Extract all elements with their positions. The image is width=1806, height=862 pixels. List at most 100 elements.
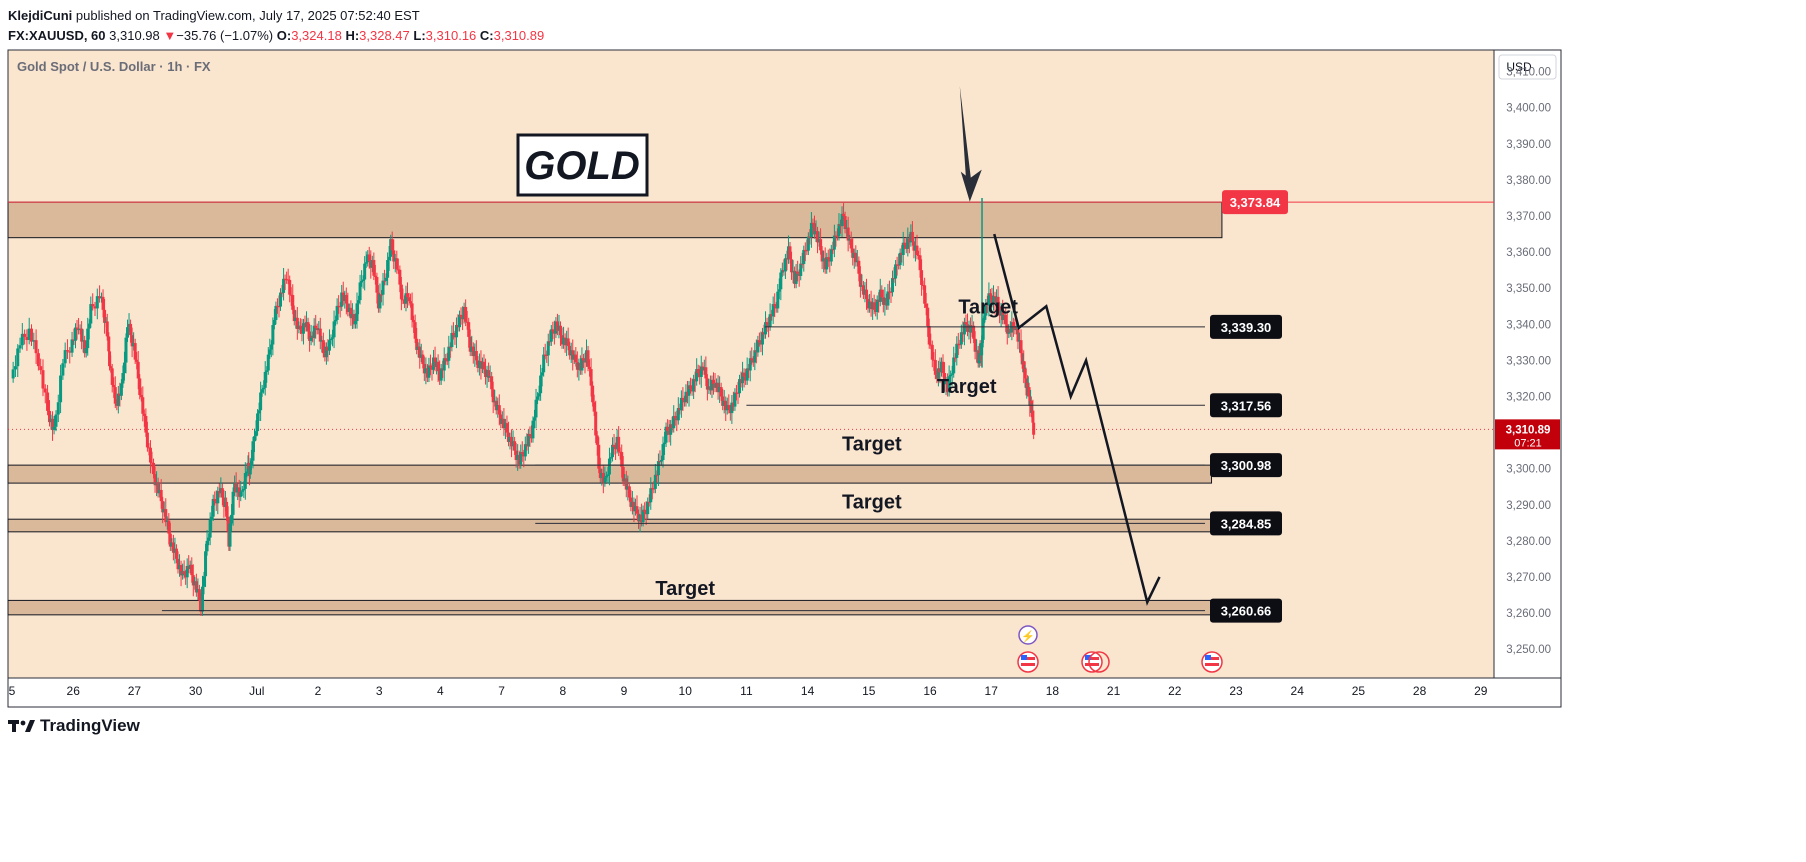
candle bbox=[733, 392, 737, 407]
candle bbox=[193, 581, 197, 586]
candle bbox=[419, 354, 423, 358]
candle bbox=[670, 424, 674, 429]
candle bbox=[741, 372, 745, 384]
candle bbox=[51, 418, 55, 431]
candle bbox=[109, 366, 113, 369]
candle bbox=[559, 325, 563, 336]
candle bbox=[412, 319, 416, 323]
candle bbox=[540, 372, 544, 376]
candle bbox=[191, 575, 195, 586]
candle bbox=[650, 488, 654, 490]
candle bbox=[878, 289, 882, 302]
candle bbox=[846, 227, 850, 241]
candle bbox=[788, 246, 792, 260]
candle bbox=[667, 430, 671, 435]
author-name[interactable]: KlejdiCuni bbox=[8, 8, 73, 23]
candle bbox=[306, 322, 310, 332]
candle bbox=[771, 304, 775, 317]
candle bbox=[900, 252, 904, 256]
candle bbox=[317, 328, 321, 331]
candle bbox=[346, 303, 350, 313]
candle bbox=[871, 302, 875, 310]
candle bbox=[828, 259, 832, 262]
candle bbox=[245, 471, 249, 473]
candle bbox=[604, 475, 608, 478]
candle bbox=[236, 487, 240, 493]
candle bbox=[562, 337, 566, 345]
candle bbox=[542, 354, 546, 373]
candle bbox=[116, 393, 120, 406]
candle bbox=[499, 414, 503, 424]
candle bbox=[243, 472, 247, 489]
target-label: Target bbox=[655, 578, 715, 600]
candle bbox=[805, 250, 809, 252]
candle bbox=[159, 489, 163, 502]
candle bbox=[722, 400, 726, 406]
candle bbox=[539, 375, 543, 394]
candle bbox=[496, 405, 500, 411]
candle bbox=[370, 260, 374, 268]
candle bbox=[791, 270, 795, 273]
candle bbox=[352, 314, 356, 325]
candle bbox=[254, 431, 258, 437]
candle bbox=[790, 259, 794, 273]
candle bbox=[70, 339, 74, 353]
candle bbox=[89, 304, 93, 324]
candle bbox=[793, 270, 797, 284]
candle bbox=[340, 292, 344, 307]
target-price-tag: 3,260.66 bbox=[1210, 598, 1282, 623]
candle bbox=[774, 306, 778, 309]
candle bbox=[395, 258, 399, 270]
x-tick-label: 16 bbox=[923, 684, 937, 698]
candle bbox=[337, 305, 341, 307]
target-price-tag: 3,284.85 bbox=[1210, 511, 1282, 536]
candle bbox=[685, 391, 689, 396]
candle bbox=[1014, 328, 1018, 331]
candle bbox=[802, 249, 806, 265]
candle bbox=[27, 328, 31, 340]
candle bbox=[72, 339, 76, 341]
x-tick-label: 2 bbox=[315, 684, 322, 698]
tradingview-logo[interactable]: TradingView bbox=[8, 716, 140, 736]
low-label: L: bbox=[413, 28, 426, 43]
candle bbox=[887, 291, 891, 293]
price-chart[interactable]: Gold Spot / U.S. Dollar · 1h · FX USD3,41… bbox=[0, 0, 1568, 712]
candle bbox=[59, 375, 63, 403]
candle bbox=[987, 293, 991, 306]
candle bbox=[765, 322, 769, 325]
candle bbox=[207, 537, 211, 541]
candle bbox=[142, 413, 146, 416]
candle bbox=[759, 342, 763, 345]
candle bbox=[372, 260, 376, 276]
candle bbox=[578, 362, 582, 371]
chart-title: Gold Spot / U.S. Dollar · 1h · FX bbox=[17, 59, 211, 74]
candle bbox=[396, 269, 400, 271]
x-tick-label: 27 bbox=[128, 684, 142, 698]
candle bbox=[583, 360, 587, 363]
candle bbox=[283, 278, 287, 280]
candle bbox=[565, 338, 569, 346]
candle bbox=[534, 399, 538, 418]
candle bbox=[647, 501, 651, 503]
candle bbox=[797, 273, 801, 276]
candle bbox=[185, 565, 189, 578]
candle bbox=[831, 249, 835, 251]
candle bbox=[268, 349, 272, 355]
candle bbox=[329, 338, 333, 341]
gold-title-box bbox=[516, 133, 649, 197]
candle bbox=[783, 258, 787, 272]
resistance-price-box bbox=[1222, 190, 1288, 215]
candle bbox=[612, 444, 616, 448]
candle bbox=[341, 292, 345, 302]
candle bbox=[666, 426, 670, 431]
candle bbox=[744, 376, 748, 381]
candle bbox=[895, 264, 899, 266]
candle bbox=[701, 366, 705, 371]
candle bbox=[809, 222, 813, 237]
candle bbox=[995, 296, 999, 304]
candle bbox=[350, 314, 354, 319]
y-tick-label: 3,280.00 bbox=[1506, 536, 1551, 548]
candle bbox=[860, 285, 864, 287]
candle bbox=[349, 307, 353, 319]
candle bbox=[269, 344, 273, 350]
